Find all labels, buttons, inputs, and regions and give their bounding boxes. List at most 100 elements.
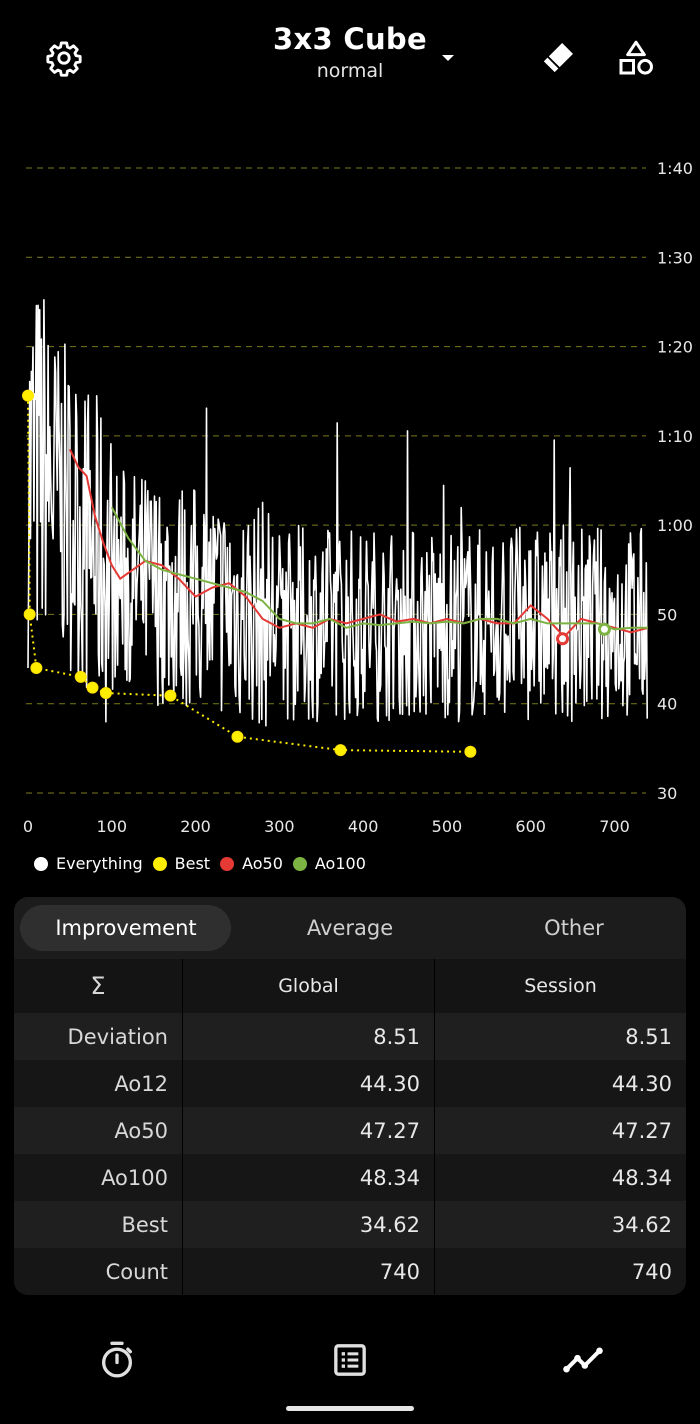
- tab-other-label: Other: [544, 916, 604, 940]
- top-app-bar: 3x3 Cube normal: [0, 0, 700, 120]
- y-tick-label: 40: [657, 695, 677, 714]
- y-tick-label: 1:30: [657, 248, 693, 267]
- sigma-header: Σ: [90, 972, 106, 1000]
- solve-times-chart[interactable]: 30 40 50 1:00 1:10 1:20 1:30 1:40 0 100 200 300 400 5…: [0, 140, 700, 880]
- x-tick-label: 100: [97, 817, 128, 836]
- gesture-home-bar[interactable]: [286, 1406, 414, 1411]
- table-row: Count 740 740: [14, 1248, 686, 1295]
- best-point: [22, 389, 34, 402]
- nav-timer[interactable]: [77, 1320, 157, 1400]
- legend-item-ao50[interactable]: Ao50: [220, 854, 283, 873]
- ao50-marker: [556, 632, 570, 646]
- legend-dot-ao100: [292, 856, 307, 871]
- row-label: Best: [121, 1212, 168, 1237]
- global-value: 47.27: [182, 1107, 434, 1154]
- y-tick-label: 30: [657, 784, 677, 803]
- best-point: [334, 744, 347, 757]
- puzzle-selector[interactable]: 3x3 Cube normal: [230, 22, 470, 82]
- best-point: [23, 608, 36, 621]
- nav-statistics[interactable]: [543, 1320, 623, 1400]
- stats-tabs: Improvement Average Other: [14, 897, 686, 959]
- row-label: Deviation: [67, 1024, 168, 1049]
- best-point: [86, 681, 99, 694]
- y-tick-label: 50: [657, 605, 677, 624]
- series-everything-line: [27, 298, 648, 727]
- x-tick-label: 300: [264, 817, 295, 836]
- y-tick-label: 1:10: [657, 427, 693, 446]
- shapes-icon: [619, 40, 653, 75]
- y-tick-label: 1:40: [657, 159, 693, 178]
- global-value: 44.30: [182, 1060, 434, 1107]
- session-subtitle: normal: [316, 60, 384, 82]
- best-point: [74, 670, 87, 683]
- best-point: [231, 730, 244, 743]
- table-row: Deviation 8.51 8.51: [14, 1013, 686, 1060]
- tab-other[interactable]: Other: [462, 897, 686, 959]
- nav-list[interactable]: [310, 1320, 390, 1400]
- session-value: 740: [434, 1248, 686, 1295]
- y-tick-label: 1:00: [657, 516, 693, 535]
- x-tick-label: 600: [515, 817, 546, 836]
- global-value: 8.51: [182, 1013, 434, 1060]
- stats-table: Σ Global Session Deviation 8.51 8.51 Ao1…: [14, 959, 686, 1295]
- eraser-icon: [543, 43, 573, 73]
- ao100-marker: [597, 622, 611, 636]
- global-value: 740: [182, 1248, 434, 1295]
- table-row: Ao50 47.27 47.27: [14, 1107, 686, 1154]
- stats-card: Improvement Average Other Σ Global Sessi…: [14, 897, 686, 1295]
- legend-item-everything[interactable]: Everything: [34, 854, 143, 873]
- y-tick-label: 1:20: [657, 338, 693, 357]
- row-label: Ao50: [114, 1118, 168, 1143]
- legend-dot-ao50: [220, 856, 235, 871]
- legend-label-best: Best: [174, 854, 211, 873]
- settings-button[interactable]: [34, 28, 94, 88]
- legend-dot-best: [152, 856, 167, 871]
- row-label: Ao100: [101, 1165, 168, 1190]
- row-label: Ao12: [114, 1071, 168, 1096]
- gear-icon: [46, 41, 82, 77]
- x-tick-label: 400: [348, 817, 379, 836]
- best-point: [164, 689, 177, 702]
- table-row: Ao12 44.30 44.30: [14, 1060, 686, 1107]
- table-row: Best 34.62 34.62: [14, 1201, 686, 1248]
- session-value: 8.51: [434, 1013, 686, 1060]
- tool-button[interactable]: [528, 28, 588, 88]
- row-label: Count: [105, 1259, 168, 1284]
- best-point: [30, 662, 43, 674]
- best-point: [464, 745, 477, 758]
- list-icon: [334, 1344, 366, 1376]
- stopwatch-icon: [102, 1341, 132, 1378]
- best-point: [99, 687, 112, 699]
- shapes-button[interactable]: [606, 28, 666, 88]
- global-value: 48.34: [182, 1154, 434, 1201]
- session-value: 44.30: [434, 1060, 686, 1107]
- legend-item-best[interactable]: Best: [152, 854, 211, 873]
- puzzle-title: 3x3 Cube: [273, 22, 427, 56]
- global-header: Global: [182, 959, 434, 1013]
- session-value: 34.62: [434, 1201, 686, 1248]
- trend-line-icon: [563, 1347, 603, 1373]
- x-tick-label: 0: [23, 817, 33, 836]
- x-tick-label: 500: [432, 817, 463, 836]
- table-header-row: Σ Global Session: [14, 959, 686, 1013]
- legend-label-ao50: Ao50: [242, 854, 283, 873]
- session-value: 47.27: [434, 1107, 686, 1154]
- legend-label-ao100: Ao100: [314, 854, 366, 873]
- x-tick-label: 700: [599, 817, 630, 836]
- bottom-navigation: [0, 1318, 700, 1398]
- tab-average-label: Average: [306, 916, 394, 940]
- tab-improvement[interactable]: Improvement: [14, 897, 238, 959]
- session-header: Session: [434, 959, 686, 1013]
- chart-legend: Everything Best Ao50 Ao100: [34, 854, 376, 873]
- legend-label-everything: Everything: [56, 854, 143, 873]
- global-value: 34.62: [182, 1201, 434, 1248]
- legend-item-ao100[interactable]: Ao100: [292, 854, 366, 873]
- session-value: 48.34: [434, 1154, 686, 1201]
- legend-dot-everything: [34, 856, 48, 871]
- series-ao100-line: [110, 506, 648, 631]
- tab-average[interactable]: Average: [238, 897, 462, 959]
- table-row: Ao100 48.34 48.34: [14, 1154, 686, 1201]
- tab-improvement-label: Improvement: [55, 916, 197, 940]
- x-tick-label: 200: [180, 817, 211, 836]
- caret-down-icon[interactable]: [438, 48, 458, 68]
